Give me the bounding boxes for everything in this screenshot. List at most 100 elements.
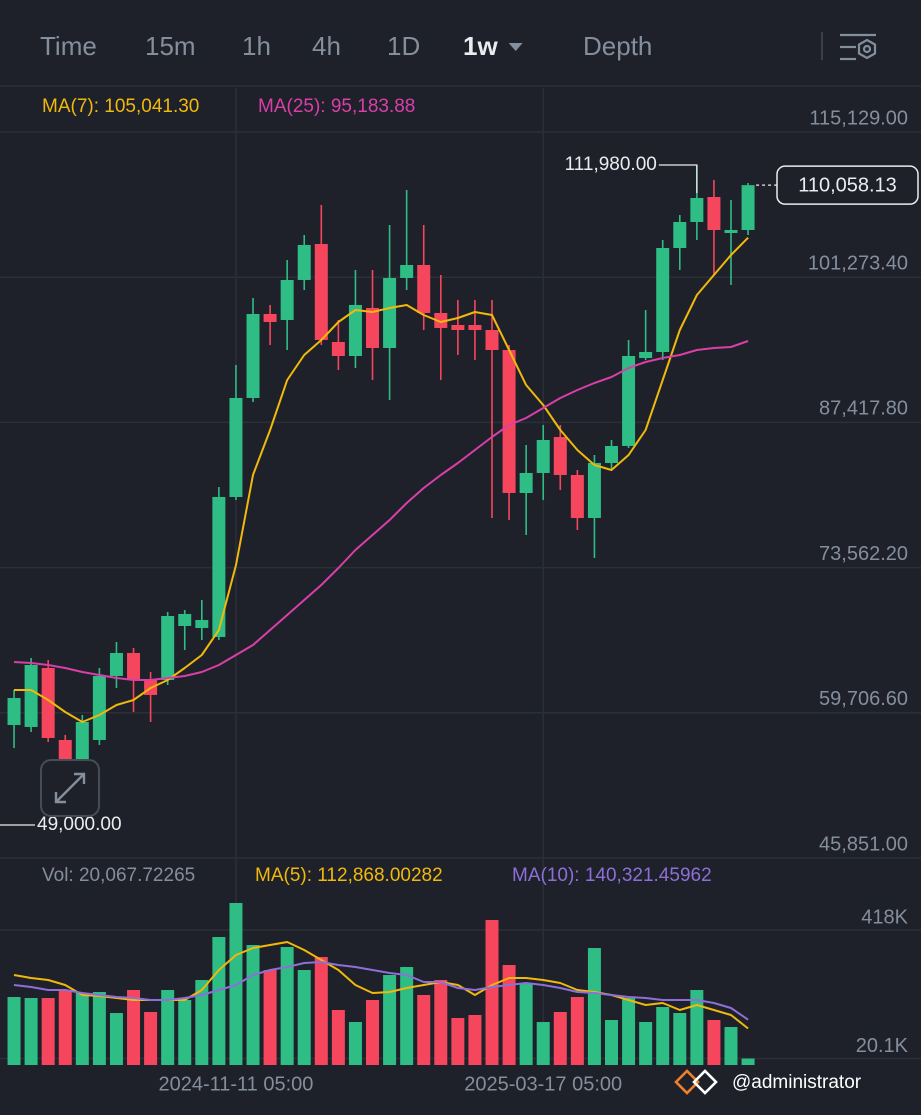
- volume-bar: [348, 1022, 362, 1065]
- candle-body: [605, 445, 619, 463]
- y-tick-label: 115,129.00: [809, 107, 908, 129]
- ma-line: [13, 941, 749, 1030]
- candle-body: [195, 619, 209, 628]
- volume-bar: [587, 948, 601, 1065]
- candle-body: [383, 277, 397, 348]
- legend-entry: MA(10): 140,321.45962: [512, 865, 712, 886]
- last-price-label: 110,058.13: [798, 174, 897, 196]
- volume-bar: [417, 995, 431, 1065]
- tab-caret[interactable]: [508, 43, 523, 51]
- candle-body: [570, 474, 584, 518]
- volume-bar: [605, 1020, 619, 1065]
- candle-body: [7, 697, 21, 725]
- candle-body: [366, 307, 380, 348]
- candle-body: [161, 615, 175, 680]
- candle-body: [331, 341, 345, 356]
- volume-bar: [280, 947, 294, 1065]
- candle-body: [553, 436, 567, 475]
- candle-body: [58, 739, 72, 760]
- expand-button[interactable]: [40, 759, 100, 817]
- toolbar-tab[interactable]: 15m: [145, 31, 196, 61]
- volume-bar: [451, 1018, 465, 1065]
- candle-body: [502, 349, 516, 493]
- volume-bar: [75, 993, 89, 1065]
- logo-diamond: [692, 1069, 718, 1095]
- volume-bar: [297, 970, 311, 1065]
- grid-layer: [0, 88, 921, 1065]
- candle-body: [314, 243, 328, 340]
- candle-body: [109, 652, 123, 676]
- toolbar-tab[interactable]: Depth: [583, 31, 652, 61]
- volume-bar: [468, 1015, 482, 1065]
- candle-body: [400, 264, 414, 278]
- volume-bar: [109, 1013, 123, 1065]
- candle-body: [741, 185, 755, 230]
- volume-bar: [400, 967, 414, 1065]
- volume-bar: [178, 1000, 192, 1065]
- candle-body: [417, 264, 431, 313]
- icon-hexagon: [857, 38, 877, 60]
- volume-bar: [127, 990, 141, 1065]
- volume-bar: [24, 998, 38, 1065]
- volume-bar: [41, 998, 55, 1065]
- ma-line: [13, 340, 749, 681]
- candle-body: [485, 329, 499, 350]
- candle-body: [468, 324, 482, 330]
- candle-body: [41, 667, 55, 738]
- mark-layer: [0, 164, 777, 1065]
- ma-line: [14, 236, 749, 723]
- legend-entry: MA(25): 95,183.88: [258, 96, 415, 117]
- volume-bar: [485, 920, 499, 1065]
- volume-bar: [724, 1027, 738, 1065]
- candle-body: [536, 439, 550, 473]
- volume-bar: [58, 990, 72, 1065]
- volume-legend: Vol: 20,067.72265: [42, 865, 195, 886]
- annotation-label: 111,980.00: [565, 154, 657, 175]
- volume-bar: [246, 945, 260, 1065]
- logo-diamond: [674, 1069, 700, 1095]
- y-tick-label: 418K: [861, 906, 908, 928]
- toolbar-tab[interactable]: 4h: [312, 31, 341, 61]
- watermark-logo: [674, 1069, 718, 1095]
- volume-bar: [536, 1022, 550, 1065]
- volume-bar: [366, 1000, 380, 1065]
- volume-bar: [519, 983, 533, 1065]
- volume-bar: [690, 990, 704, 1065]
- candle-body: [229, 397, 243, 497]
- y-tick-label: 59,706.60: [819, 688, 908, 710]
- candle-body: [639, 351, 653, 358]
- candle-body: [348, 304, 362, 356]
- candle-body: [434, 312, 448, 328]
- candle-body: [519, 472, 533, 493]
- toolbar-tab[interactable]: 1D: [387, 31, 420, 61]
- volume-bar: [741, 1058, 755, 1065]
- toolbar-tab[interactable]: Time: [40, 31, 97, 61]
- candle-body: [178, 613, 192, 626]
- settings-icon[interactable]: [840, 33, 877, 61]
- ma-line: [13, 961, 749, 1021]
- watermark-text: @administrator: [732, 1072, 862, 1093]
- candle-body: [724, 229, 738, 233]
- volume-bar: [314, 957, 328, 1065]
- candle-body: [246, 313, 260, 398]
- candle-body: [587, 462, 601, 518]
- volume-bar: [502, 965, 516, 1065]
- toolbar-tab[interactable]: 1w: [463, 31, 498, 61]
- candle-body: [280, 279, 294, 320]
- candle-body: [263, 313, 277, 322]
- candle-body: [24, 664, 38, 727]
- candle-body: [297, 244, 311, 280]
- candle-body: [212, 496, 226, 637]
- candle-body: [707, 196, 721, 230]
- toolbar-tab[interactable]: 1h: [242, 31, 271, 61]
- icon-dot: [862, 44, 872, 54]
- y-tick-label: 101,273.40: [808, 252, 908, 274]
- volume-bar: [570, 997, 584, 1065]
- candle-body: [451, 324, 465, 330]
- volume-bar: [434, 980, 448, 1065]
- volume-bar: [673, 1013, 687, 1065]
- volume-bar: [707, 1020, 721, 1065]
